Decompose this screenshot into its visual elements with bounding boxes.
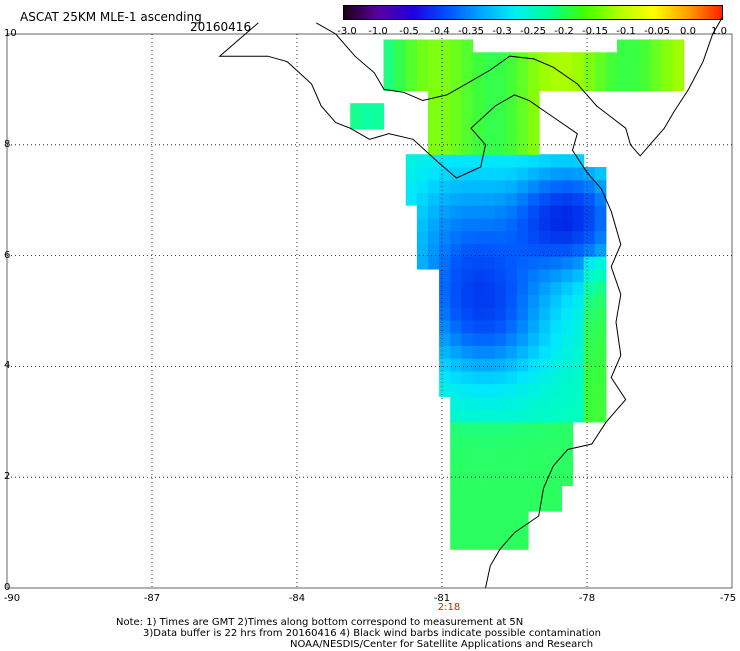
scatterometer-swath [350, 39, 685, 550]
longitude-tick-label: -75 [719, 593, 737, 604]
plot-frame [6, 33, 733, 589]
longitude-tick-label: -81 [433, 593, 451, 604]
note-line-2: 3)Data buffer is 22 hrs from 20160416 4)… [143, 628, 601, 639]
map-date: 20160416 [190, 20, 252, 34]
time-label: 2:18 [437, 602, 461, 613]
color-scale-tick: -0.5 [399, 26, 419, 37]
latitude-tick-label: 6 [4, 249, 11, 261]
color-scale-tick: -0.35 [458, 26, 484, 37]
color-scale-bar [343, 5, 723, 20]
color-scale-tick: -0.2 [554, 26, 574, 37]
latitude-tick-label: 0 [4, 582, 11, 593]
coastline [218, 17, 723, 589]
latitude-tick-label: 2 [4, 471, 11, 483]
color-scale-tick: -0.05 [644, 26, 670, 37]
color-scale-tick: 0.0 [680, 26, 696, 37]
note-line-3: NOAA/NESDIS/Center for Satellite Applica… [290, 639, 594, 650]
color-scale-tick: -0.1 [616, 26, 636, 37]
map-title: ASCAT 25KM MLE-1 ascending [20, 10, 202, 24]
color-scale-tick: -0.3 [492, 26, 512, 37]
latitude-tick-label: 8 [4, 138, 11, 150]
color-scale-tick: -3.0 [337, 26, 357, 37]
color-scale-tick: -0.25 [520, 26, 546, 37]
longitude-tick-label: -78 [578, 593, 596, 604]
color-scale-tick: 1.0 [711, 26, 727, 37]
note-line-1: Note: 1) Times are GMT 2)Times along bot… [116, 617, 524, 628]
latitude-tick-label: 10 [4, 28, 17, 39]
longitude-tick-label: -84 [288, 593, 306, 604]
longitude-tick-label: -90 [3, 593, 21, 604]
latitude-tick-label: 4 [4, 360, 11, 372]
color-scale-tick: -0.4 [430, 26, 450, 37]
longitude-tick-label: -87 [143, 593, 161, 604]
lat-lon-grid [7, 34, 732, 588]
color-scale-tick: -1.0 [368, 26, 388, 37]
color-scale-tick: -0.15 [582, 26, 608, 37]
